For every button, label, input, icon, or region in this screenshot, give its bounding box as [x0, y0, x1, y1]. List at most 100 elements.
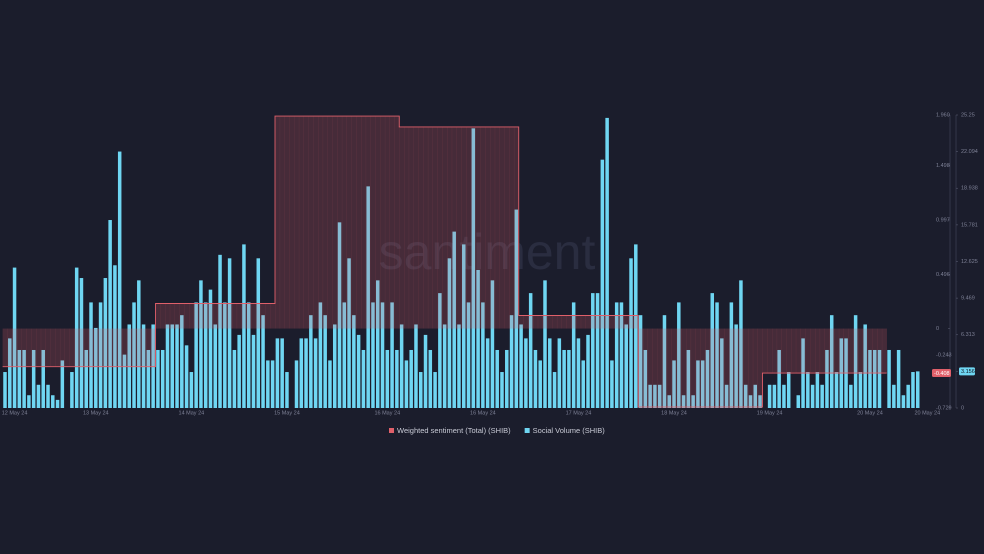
- sentiment-fill: [69, 328, 75, 367]
- volume-bar: [189, 372, 194, 408]
- volume-bar: [438, 293, 442, 408]
- sentiment-fill: [724, 328, 730, 408]
- volume-bar: [748, 395, 753, 408]
- volume-bar: [868, 349, 872, 408]
- sentiment-fill: [404, 126, 410, 329]
- volume-bar: [36, 384, 41, 408]
- sentiment-fill: [318, 116, 324, 329]
- volume-bar: [17, 349, 22, 408]
- legend-swatch: [524, 428, 530, 433]
- sentiment-fill: [174, 303, 180, 329]
- sentiment-fill: [59, 328, 66, 367]
- sentiment-fill: [881, 328, 887, 374]
- sentiment-fill: [188, 303, 195, 329]
- volume-bar: [423, 334, 428, 408]
- volume-bar: [60, 360, 65, 408]
- sentiment-fill: [604, 315, 610, 329]
- volume-bar: [653, 384, 657, 408]
- sentiment-fill: [728, 328, 735, 408]
- volume-bar: [772, 384, 777, 408]
- volume-bar: [533, 349, 538, 408]
- sentiment-fill: [590, 315, 596, 329]
- volume-bar: [638, 315, 643, 408]
- volume-bar: [591, 293, 595, 408]
- sentiment-fill: [93, 328, 99, 367]
- volume-bar: [643, 349, 648, 408]
- volume-bar: [184, 345, 189, 408]
- sentiment-area: [2, 116, 887, 408]
- sentiment-fill: [714, 328, 720, 408]
- sentiment-fill: [685, 328, 692, 408]
- volume-bar: [595, 293, 600, 408]
- volume-bar: [151, 324, 155, 408]
- volume-bar: [481, 302, 485, 408]
- x-tick-label: 16 May 24: [374, 410, 400, 416]
- volume-bar: [146, 349, 151, 408]
- sentiment-fill: [274, 116, 281, 329]
- volume-bar: [720, 338, 724, 408]
- sentiment-fill: [322, 116, 328, 329]
- sentiment-fill: [499, 126, 505, 329]
- sentiment-fill: [380, 116, 386, 329]
- volume-bar: [299, 338, 304, 408]
- volume-bar: [208, 289, 213, 408]
- volume-bar: [705, 349, 710, 408]
- volume-bar: [122, 354, 127, 408]
- sentiment-fill: [504, 126, 510, 329]
- volume-bar: [538, 360, 542, 408]
- sentiment-fill: [652, 328, 658, 408]
- sentiment-fill: [389, 116, 395, 329]
- volume-bar: [141, 324, 146, 408]
- sentiment-fill: [74, 328, 80, 367]
- sentiment-fill: [451, 126, 457, 329]
- sentiment-fill: [332, 116, 338, 329]
- sentiment-fill: [776, 328, 782, 374]
- sentiment-fill: [251, 303, 257, 329]
- y-tick-label: 0.997: [936, 217, 950, 223]
- volume-bar: [896, 349, 901, 408]
- sentiment-fill: [485, 126, 491, 329]
- x-tick-label: 12 May 24: [2, 410, 28, 416]
- volume-bar: [366, 186, 370, 408]
- volume-bar: [309, 315, 313, 408]
- sentiment-fill: [308, 116, 314, 329]
- volume-bar: [31, 349, 36, 408]
- volume-bar: [46, 384, 50, 408]
- volume-bar: [428, 349, 433, 408]
- sentiment-fill: [298, 116, 304, 329]
- volume-bar: [442, 324, 447, 408]
- volume-bar: [318, 302, 323, 408]
- sentiment-fill: [771, 328, 778, 374]
- sentiment-fill: [150, 328, 156, 367]
- volume-bar: [820, 384, 824, 408]
- sentiment-fill: [447, 126, 453, 329]
- y2-tick-label: 15.781: [961, 222, 978, 228]
- sentiment-fill: [838, 328, 844, 374]
- sentiment-fill: [50, 328, 56, 367]
- volume-bar: [567, 349, 571, 408]
- volume-bar: [825, 349, 829, 408]
- value-badge: [932, 369, 951, 378]
- volume-bar: [519, 324, 523, 408]
- sentiment-fill: [289, 116, 295, 329]
- volume-bar: [629, 258, 633, 408]
- volume-bar: [246, 302, 251, 408]
- volume-bar: [806, 372, 810, 408]
- volume-bar: [849, 384, 853, 408]
- volume-bar: [342, 302, 347, 408]
- volume-bar: [614, 302, 619, 408]
- sentiment-fill: [79, 328, 85, 367]
- volume-bar: [753, 384, 758, 408]
- y-tick-label: 0: [936, 326, 939, 332]
- y2-tick-label: 25.25: [961, 112, 975, 118]
- volume-bar: [858, 372, 863, 408]
- sentiment-fill: [537, 315, 543, 329]
- sentiment-fill: [442, 126, 448, 329]
- sentiment-fill: [733, 328, 739, 408]
- volume-bar: [562, 349, 566, 408]
- volume-bar: [786, 372, 791, 408]
- x-tick-label: 20 May 24: [857, 410, 883, 416]
- volume-bar: [552, 372, 557, 408]
- sentiment-fill: [671, 328, 677, 408]
- sentiment-fill: [690, 328, 696, 408]
